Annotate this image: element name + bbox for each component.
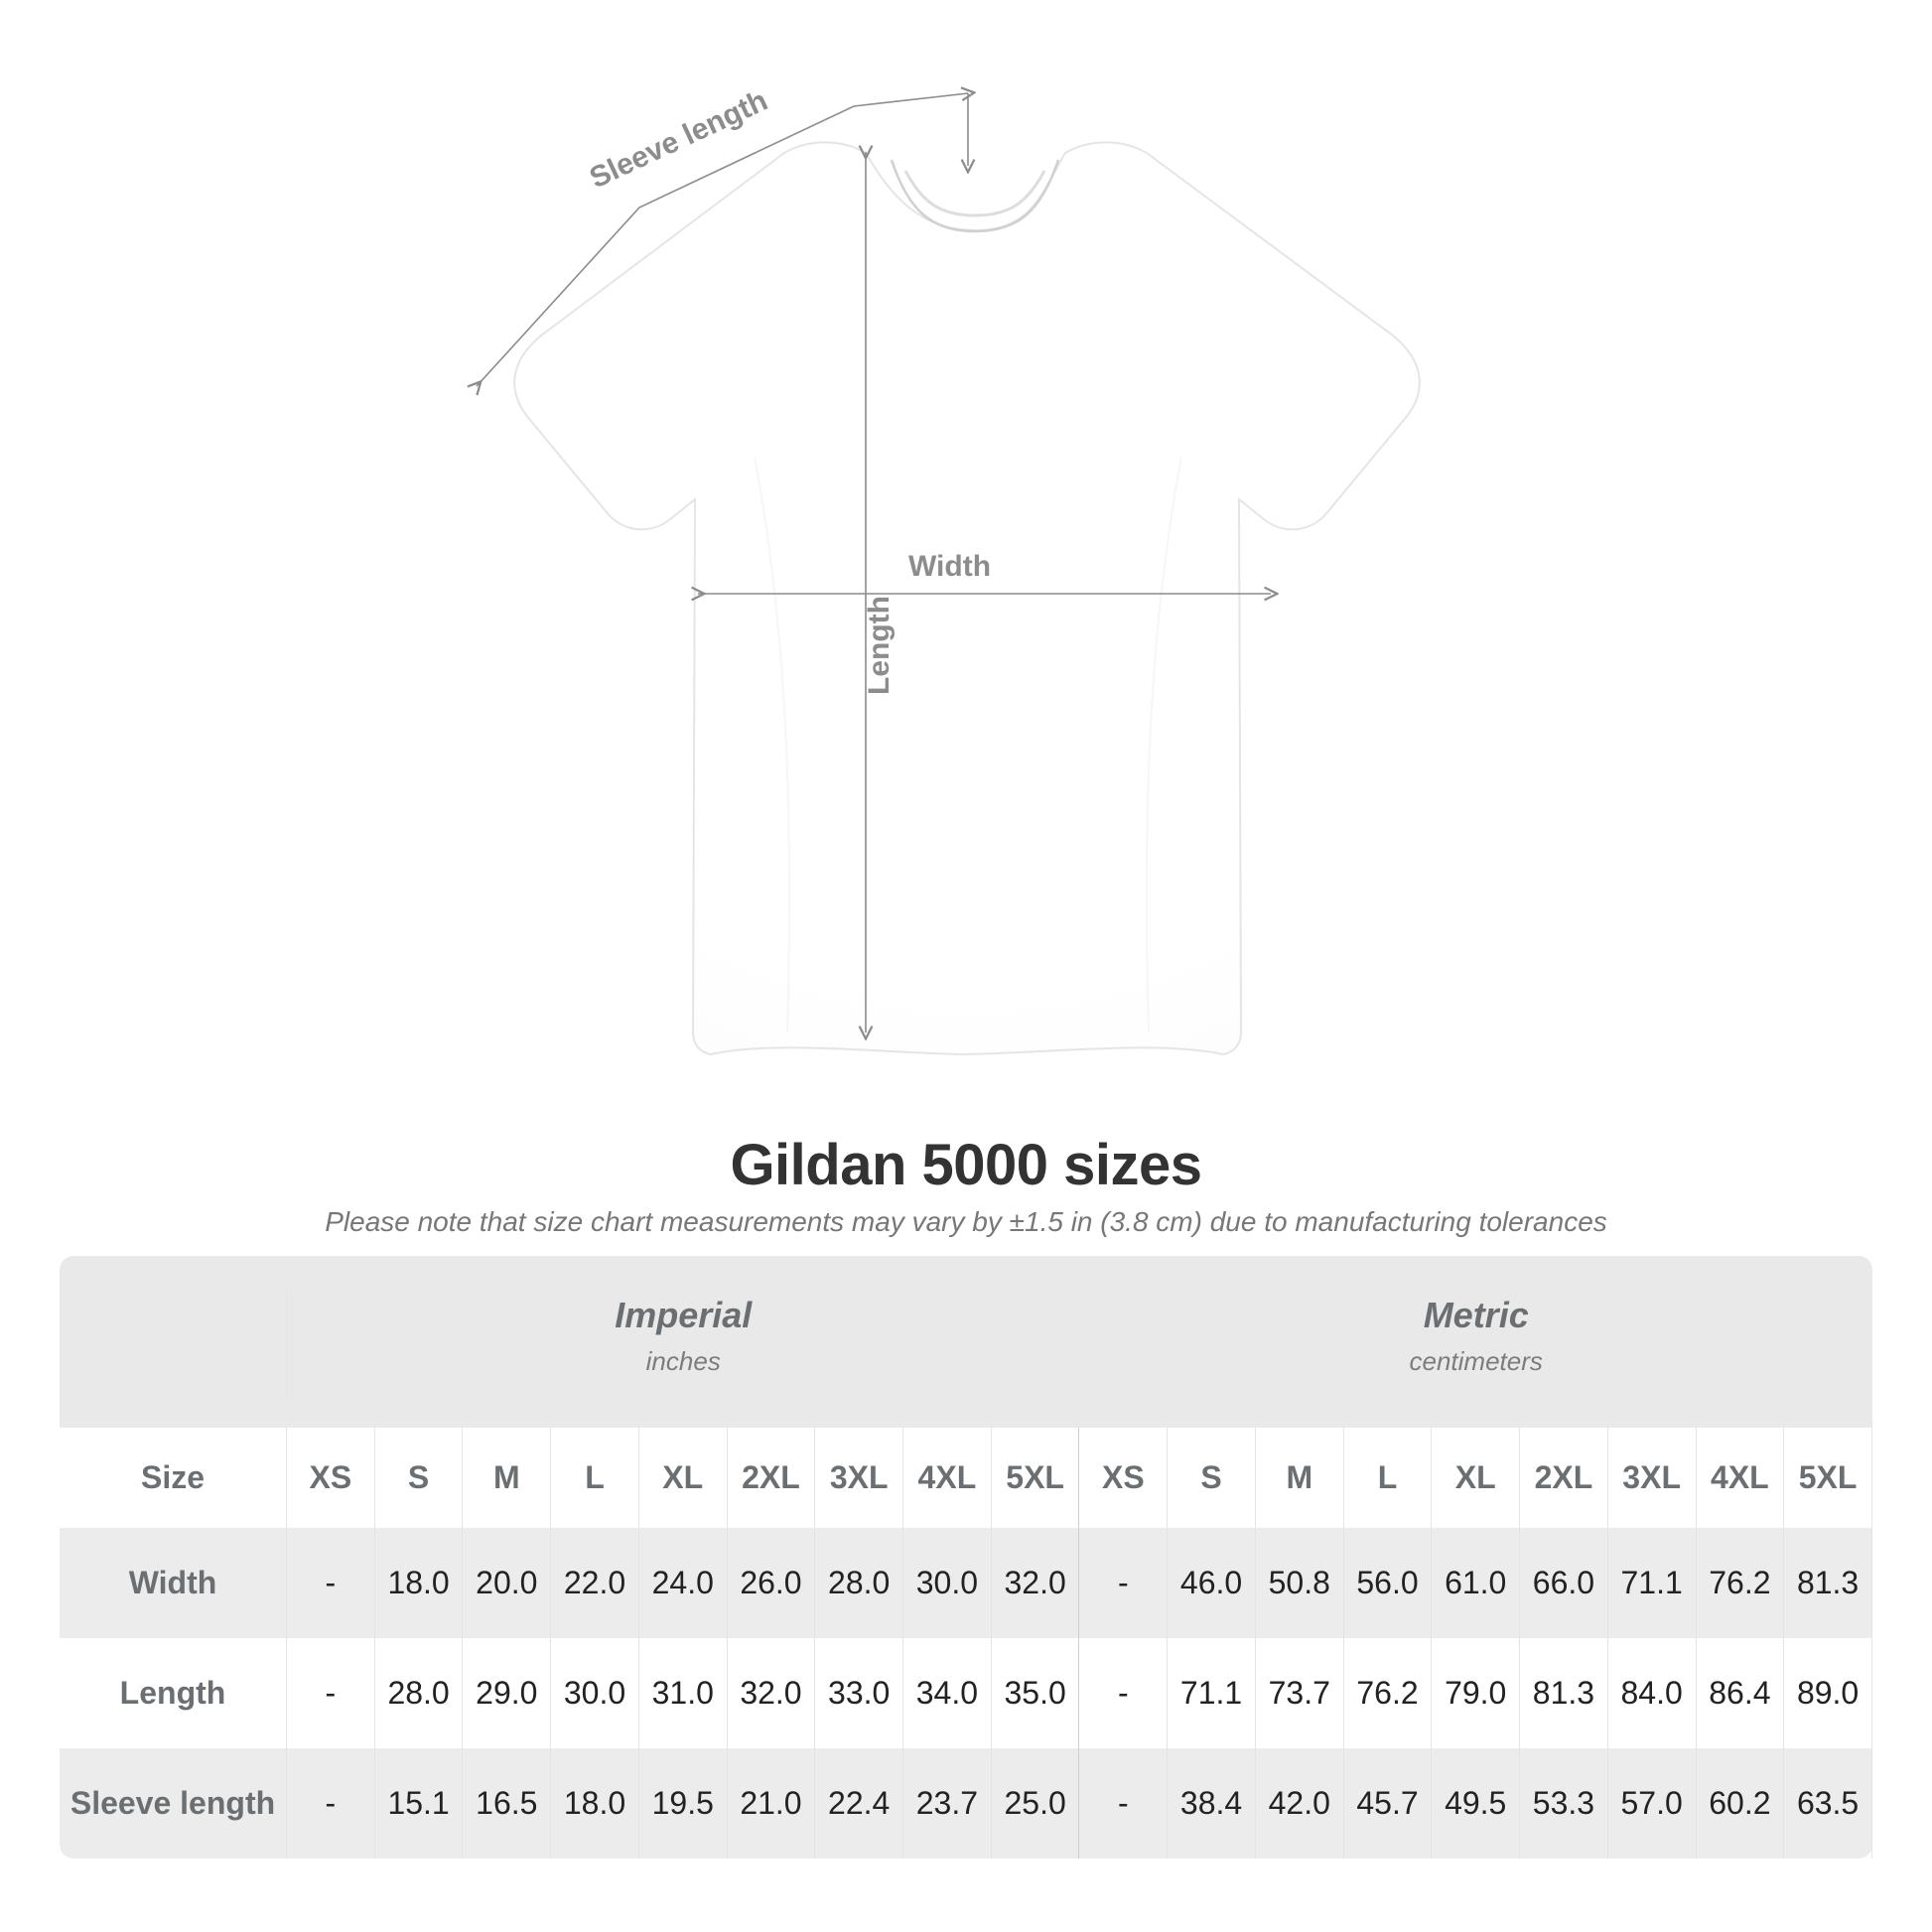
svg-text:Sleeve length: Sleeve length — [585, 84, 772, 196]
svg-text:Length: Length — [863, 596, 896, 695]
svg-text:Width: Width — [908, 550, 991, 583]
